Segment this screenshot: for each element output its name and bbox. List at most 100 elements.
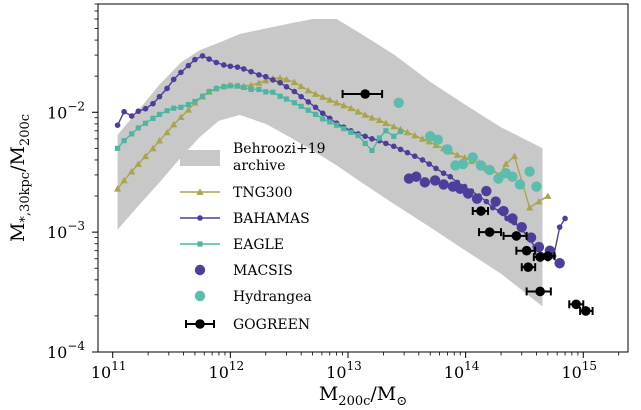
- tng300-point-42: [411, 131, 419, 139]
- eagle-point-34: [355, 132, 361, 139]
- bahamas-point-1: [121, 108, 127, 115]
- macsis-point-12: [507, 213, 518, 224]
- tng300-point-36: [368, 114, 376, 121]
- eagle-point-29: [320, 116, 326, 122]
- tng300-point-57: [526, 204, 534, 211]
- tng300-point-38: [382, 119, 390, 127]
- eagle-point-16: [227, 83, 233, 89]
- hydrangea-point-3: [442, 144, 453, 155]
- eagle-point-36: [369, 147, 375, 154]
- tng300-point-26: [297, 82, 305, 90]
- bahamas-point-16: [227, 63, 234, 70]
- y-tick-label: 10−4: [47, 339, 85, 362]
- y-tick-exponent: −3: [67, 219, 85, 233]
- bahamas-point-9: [178, 69, 184, 76]
- eagle-point-32: [341, 126, 347, 132]
- legend-swatch-band: [180, 150, 220, 166]
- bahamas-point-43: [419, 157, 426, 163]
- eagle-point-21: [263, 89, 269, 95]
- macsis-point-7: [462, 188, 474, 199]
- bahamas-point-5: [150, 100, 156, 107]
- bahamas-point-7: [164, 85, 170, 92]
- tng300-point-25: [290, 78, 298, 86]
- legend: Behroozi+19 archive TNG300 BAHAMAS EAGLE MACS…: [180, 141, 326, 333]
- bahamas-point-3: [135, 108, 142, 115]
- behroozi-band-layer: [117, 19, 543, 307]
- y-tick-label: 10−2: [47, 99, 85, 122]
- gogreen-marker-4: [521, 245, 532, 256]
- tng300-point-41: [403, 128, 412, 136]
- bahamas-point-23: [277, 80, 283, 86]
- macsis-point-15: [533, 241, 545, 253]
- bahamas-point-42: [412, 153, 418, 159]
- hydrangea-point-7: [475, 160, 487, 171]
- macsis-point-3: [429, 175, 441, 186]
- eagle-point-0: [114, 145, 121, 151]
- bahamas-point-18: [240, 66, 247, 72]
- x-tick-exponent: 11: [111, 359, 126, 373]
- eagle-point-4: [142, 120, 149, 126]
- gogreen-marker-7: [523, 262, 533, 272]
- x-tick-label: 1015: [561, 359, 597, 382]
- tng300-point-20: [255, 79, 263, 86]
- x-tick-label: 1014: [444, 359, 480, 382]
- eagle-point-17: [234, 83, 241, 89]
- hydrangea-point-6: [467, 152, 478, 163]
- bahamas-point-2: [128, 113, 135, 119]
- x-tick-base: 10: [444, 363, 464, 382]
- legend-marker: [197, 215, 203, 221]
- bahamas-point-46: [440, 170, 447, 177]
- bahamas-point-0: [114, 122, 121, 128]
- eagle-point-35: [362, 140, 368, 146]
- eagle-point-24: [283, 96, 290, 102]
- eagle-point-40: [397, 128, 404, 135]
- bahamas-point-6: [156, 93, 163, 100]
- tng300-point-56: [510, 152, 519, 160]
- eagle-point-9: [178, 104, 184, 110]
- tng300-point-4: [141, 152, 150, 160]
- legend-entry-tng300: TNG300: [180, 185, 293, 201]
- tng300-point-29: [319, 93, 327, 100]
- legend-label-line: TNG300: [233, 185, 293, 201]
- hydrangea-point-2: [432, 134, 443, 145]
- gogreen-point-8: [525, 286, 552, 297]
- bahamas-point-12: [199, 53, 206, 59]
- bahamas-point-21: [262, 73, 269, 80]
- eagle-point-6: [156, 111, 163, 117]
- gogreen-marker-5: [535, 252, 545, 262]
- hydrangea-point-11: [507, 171, 518, 182]
- eagle-point-8: [171, 105, 177, 111]
- gogreen-marker-0: [360, 89, 370, 99]
- bahamas-point-52: [483, 198, 490, 205]
- eagle-point-22: [270, 89, 276, 95]
- eagle-point-7: [164, 108, 170, 114]
- hydrangea-point-0: [393, 97, 404, 108]
- eagle-point-28: [312, 111, 319, 117]
- bahamas-point-4: [142, 105, 149, 112]
- legend-entry-eagle: EAGLE: [180, 237, 284, 253]
- bahamas-point-35: [362, 133, 368, 140]
- legend-marker: [196, 188, 204, 195]
- eagle-point-38: [383, 128, 389, 134]
- bahamas-point-63: [556, 224, 563, 230]
- gogreen-point-1: [471, 206, 490, 216]
- y-tick-label: 10−3: [47, 219, 85, 242]
- gogreen-marker-9: [571, 299, 581, 310]
- legend-label-band: Behroozi+19 archive: [233, 141, 326, 174]
- behroozi-band: [117, 19, 543, 307]
- gogreen-point-3: [502, 231, 528, 241]
- bahamas-point-64: [562, 215, 568, 222]
- legend-entry-gogreen: GOGREEN: [185, 317, 310, 333]
- legend-label-line: Behroozi+19: [233, 141, 326, 157]
- macsis-point-14: [525, 232, 537, 243]
- bahamas-point-45: [433, 165, 439, 172]
- tng300-point-10: [184, 106, 192, 113]
- y-tick-exponent: −2: [67, 99, 85, 113]
- hydrangea-series: [393, 97, 542, 192]
- macsis-point-4: [438, 179, 449, 190]
- legend-entry-macsis: MACSIS: [194, 263, 293, 279]
- bahamas-point-47: [447, 173, 454, 180]
- x-tick-base: 10: [326, 363, 346, 382]
- y-tick-exponent: −4: [67, 339, 85, 353]
- bahamas-point-15: [221, 62, 227, 68]
